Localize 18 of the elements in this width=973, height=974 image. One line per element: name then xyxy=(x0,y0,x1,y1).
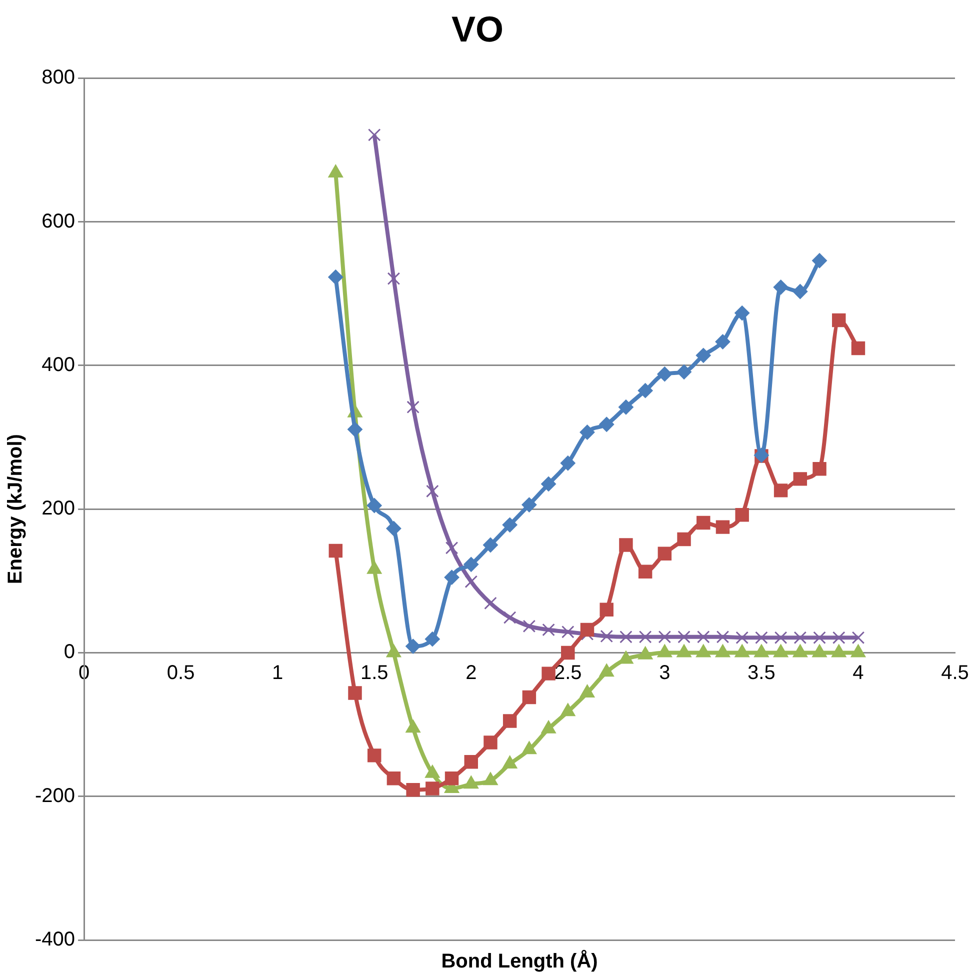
x-tick-label: 1.5 xyxy=(360,662,388,684)
x-tick-label: 4 xyxy=(852,662,864,684)
y-tick-label: -200 xyxy=(35,784,76,807)
x-tick-label: 2 xyxy=(466,662,477,684)
x-axis-title: Bond Length (Å) xyxy=(441,950,598,973)
x-tick-label: 1 xyxy=(272,662,284,684)
y-tick-label: 600 xyxy=(42,210,76,232)
y-tick-label: 800 xyxy=(42,66,76,89)
y-tick-label: -400 xyxy=(35,928,76,951)
x-tick-label: 3 xyxy=(659,662,670,684)
y-tick-label: 0 xyxy=(64,641,76,664)
y-tick-label: 200 xyxy=(42,498,76,520)
y-tick-label: 400 xyxy=(42,354,76,376)
chart-title: VO xyxy=(451,8,504,50)
y-axis-title: Energy (kJ/mol) xyxy=(4,434,27,584)
x-tick-label: 0.5 xyxy=(166,662,195,684)
x-tick-label: 3.5 xyxy=(748,662,776,684)
x-tick-label: 4.5 xyxy=(941,662,969,684)
